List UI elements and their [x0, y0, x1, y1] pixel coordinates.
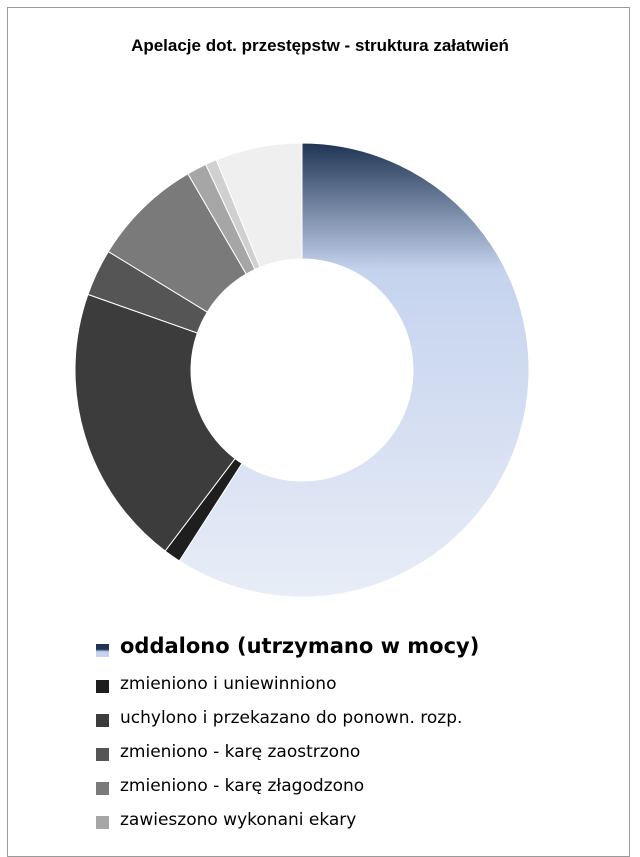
- legend-label: zmieniono - karę zaostrzono: [120, 742, 361, 762]
- legend-swatch: [96, 748, 109, 761]
- legend-label: zmieniono i uniewinniono: [120, 674, 337, 694]
- legend-swatch: [96, 644, 109, 657]
- chart-title: Apelacje dot. przestępstw - struktura za…: [131, 36, 509, 55]
- legend-swatch: [96, 782, 109, 795]
- legend-swatch: [96, 680, 109, 693]
- legend-label: zawieszono wykonani ekary: [120, 810, 357, 830]
- legend-label: uchylono i przekazano do ponown. rozp.: [120, 708, 463, 728]
- donut-slice-3: [74, 293, 236, 552]
- donut-slice-8: [215, 142, 303, 268]
- legend-swatch: [96, 714, 109, 727]
- donut-slice-1: [178, 142, 530, 598]
- legend-label: zmieniono - karę złagodzono: [120, 776, 365, 796]
- legend-label: oddalono (utrzymano w mocy): [120, 634, 480, 658]
- donut-slices: [74, 142, 530, 598]
- legend-swatch: [96, 816, 109, 829]
